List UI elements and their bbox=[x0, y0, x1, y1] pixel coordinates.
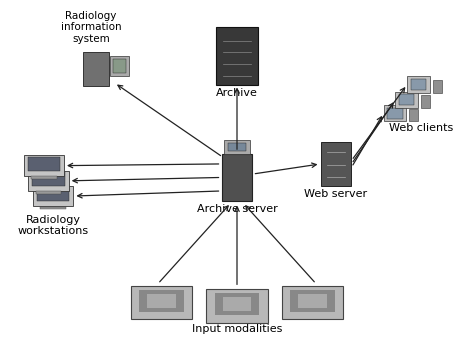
FancyBboxPatch shape bbox=[399, 94, 414, 105]
FancyBboxPatch shape bbox=[410, 79, 426, 90]
Text: Input modalities: Input modalities bbox=[192, 324, 282, 335]
FancyBboxPatch shape bbox=[33, 186, 73, 206]
FancyBboxPatch shape bbox=[228, 143, 246, 151]
FancyBboxPatch shape bbox=[216, 27, 258, 85]
FancyBboxPatch shape bbox=[36, 191, 62, 194]
FancyBboxPatch shape bbox=[110, 56, 128, 76]
FancyBboxPatch shape bbox=[320, 142, 351, 186]
FancyBboxPatch shape bbox=[31, 176, 57, 179]
FancyBboxPatch shape bbox=[387, 108, 402, 119]
FancyBboxPatch shape bbox=[282, 285, 343, 319]
FancyBboxPatch shape bbox=[206, 289, 268, 323]
FancyBboxPatch shape bbox=[24, 155, 64, 176]
FancyBboxPatch shape bbox=[82, 53, 109, 86]
FancyBboxPatch shape bbox=[33, 172, 64, 186]
FancyBboxPatch shape bbox=[222, 154, 252, 201]
FancyBboxPatch shape bbox=[147, 294, 176, 308]
Text: Web clients: Web clients bbox=[389, 123, 453, 133]
FancyBboxPatch shape bbox=[407, 76, 430, 93]
FancyBboxPatch shape bbox=[131, 285, 192, 319]
Text: Radiology
workstations: Radiology workstations bbox=[18, 214, 89, 236]
FancyBboxPatch shape bbox=[383, 105, 406, 121]
FancyBboxPatch shape bbox=[28, 157, 60, 171]
FancyBboxPatch shape bbox=[298, 294, 327, 308]
FancyBboxPatch shape bbox=[421, 95, 430, 108]
Text: Radiology
information
system: Radiology information system bbox=[61, 11, 121, 44]
Text: Archive: Archive bbox=[216, 88, 258, 98]
FancyBboxPatch shape bbox=[28, 171, 69, 191]
FancyBboxPatch shape bbox=[290, 290, 335, 312]
FancyBboxPatch shape bbox=[395, 92, 418, 108]
FancyBboxPatch shape bbox=[139, 290, 184, 312]
FancyBboxPatch shape bbox=[113, 59, 126, 73]
FancyBboxPatch shape bbox=[40, 207, 66, 209]
Text: Archive server: Archive server bbox=[197, 205, 277, 214]
Text: Web server: Web server bbox=[304, 189, 367, 199]
FancyBboxPatch shape bbox=[224, 140, 250, 154]
FancyBboxPatch shape bbox=[410, 108, 418, 121]
FancyBboxPatch shape bbox=[223, 297, 251, 311]
FancyBboxPatch shape bbox=[215, 293, 259, 315]
FancyBboxPatch shape bbox=[37, 187, 69, 202]
FancyBboxPatch shape bbox=[433, 80, 441, 93]
